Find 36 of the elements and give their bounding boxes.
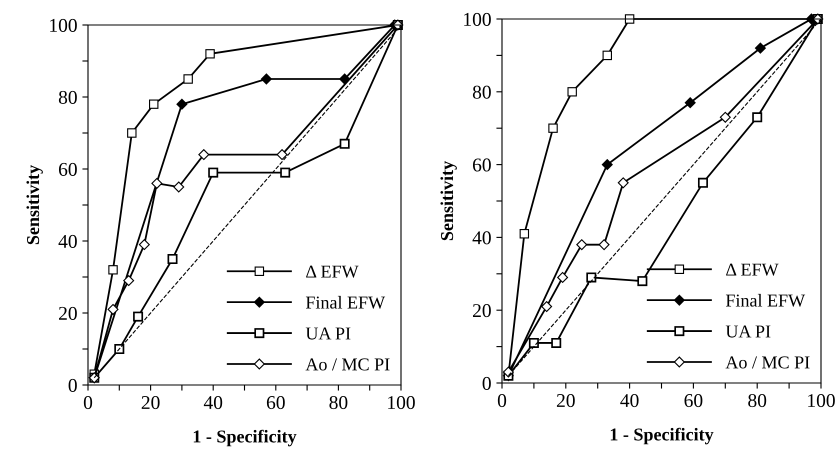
legend-label: Ao / MC PI bbox=[306, 358, 390, 370]
x-tick-label: 0 bbox=[498, 394, 506, 408]
y-tick-label: 80 bbox=[472, 86, 491, 99]
y-axis-title: Sensitivity bbox=[440, 161, 457, 240]
y-tick-label: 0 bbox=[68, 378, 77, 392]
x-tick-label: 100 bbox=[388, 396, 415, 410]
x-tick-label: 20 bbox=[556, 394, 575, 408]
legend-label: Δ EFW bbox=[306, 266, 359, 278]
y-tick-label: 40 bbox=[472, 231, 491, 244]
legend-label: Final EFW bbox=[306, 296, 386, 309]
y-tick-label: 100 bbox=[464, 12, 491, 26]
legend-label: Ao / MC PI bbox=[726, 356, 810, 368]
y-tick-label: 20 bbox=[58, 306, 77, 320]
x-tick-label: 20 bbox=[142, 396, 160, 410]
y-tick-label: 20 bbox=[472, 304, 491, 318]
x-tick-label: 100 bbox=[808, 394, 835, 408]
legend-label: UA PI bbox=[306, 327, 350, 340]
x-tick-label: 0 bbox=[84, 396, 92, 410]
x-axis-title: 1 - Specificity bbox=[610, 428, 714, 444]
legend-label: Δ EFW bbox=[726, 264, 779, 276]
x-tick-label: 80 bbox=[748, 394, 766, 408]
y-tick-label: 60 bbox=[472, 158, 491, 172]
legend-label: Final EFW bbox=[726, 294, 806, 307]
x-tick-label: 40 bbox=[620, 394, 639, 408]
y-tick-label: 60 bbox=[58, 162, 77, 176]
y-tick-label: 0 bbox=[482, 376, 491, 390]
y-axis-title: Sensitivity bbox=[26, 165, 43, 244]
y-tick-label: 40 bbox=[58, 234, 77, 248]
legend-label: UA PI bbox=[726, 325, 770, 338]
y-tick-label: 80 bbox=[58, 90, 77, 104]
y-tick-label: 100 bbox=[50, 18, 77, 32]
x-axis-title: 1 - Specificity bbox=[194, 430, 296, 446]
x-tick-label: 60 bbox=[684, 394, 702, 408]
x-tick-label: 40 bbox=[204, 396, 222, 410]
x-tick-label: 80 bbox=[329, 396, 348, 410]
x-tick-label: 60 bbox=[266, 396, 285, 410]
